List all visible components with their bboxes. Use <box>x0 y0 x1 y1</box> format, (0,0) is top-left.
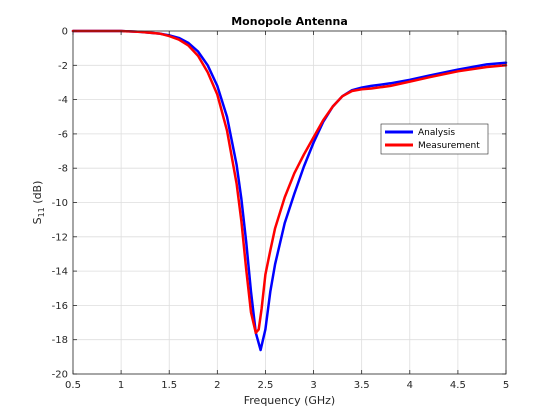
y-tick-labels: 0 -2 -4 -6 -8 -10 -12 -14 -16 -18 -20 <box>52 27 68 381</box>
series-line-analysis <box>71 29 508 352</box>
x-tick-label: 1.5 <box>161 380 177 391</box>
x-tick-label: 3.5 <box>354 380 370 391</box>
y-axis-label-subscript: 11 <box>37 207 46 217</box>
y-axis-label-main: S <box>31 217 44 224</box>
grid-lines <box>72 30 507 375</box>
y-tick-label: -14 <box>52 267 68 278</box>
y-tick-label: -4 <box>58 95 68 106</box>
y-tick-label: -18 <box>52 335 68 346</box>
y-tick-label: -20 <box>52 370 68 381</box>
legend-box <box>380 123 489 155</box>
y-tick-label: -8 <box>58 164 68 175</box>
x-axis-label: Frequency (GHz) <box>244 394 335 407</box>
x-tick-label: 4 <box>407 380 413 391</box>
series-lines <box>71 29 508 352</box>
y-tick-label: -12 <box>52 232 68 243</box>
chart-title: Monopole Antenna <box>231 15 348 28</box>
x-tick-label: 2.5 <box>257 380 273 391</box>
legend: Analysis Measurement <box>380 123 489 155</box>
x-tick-label: 5 <box>503 380 509 391</box>
x-tick-label: 3 <box>310 380 316 391</box>
series-line-measurement <box>71 29 508 335</box>
x-tick-label: 1 <box>118 380 124 391</box>
y-tick-label: 0 <box>62 27 68 38</box>
y-tick-label: -2 <box>58 61 68 72</box>
y-tick-label: -10 <box>52 198 68 209</box>
y-axis-label: S11 (dB) <box>31 181 46 225</box>
x-tick-label: 4.5 <box>450 380 466 391</box>
x-tick-label: 0.5 <box>65 380 81 391</box>
legend-label-analysis: Analysis <box>418 128 455 138</box>
x-tick-label: 2 <box>214 380 220 391</box>
legend-label-measurement: Measurement <box>418 141 480 151</box>
y-axis-label-unit: (dB) <box>31 181 44 208</box>
y-tick-label: -16 <box>52 301 68 312</box>
y-tick-label: -6 <box>58 129 68 140</box>
x-tick-labels: 0.5 1 1.5 2 2.5 3 3.5 4 4.5 5 <box>65 380 509 391</box>
axis-ticks <box>72 30 507 375</box>
